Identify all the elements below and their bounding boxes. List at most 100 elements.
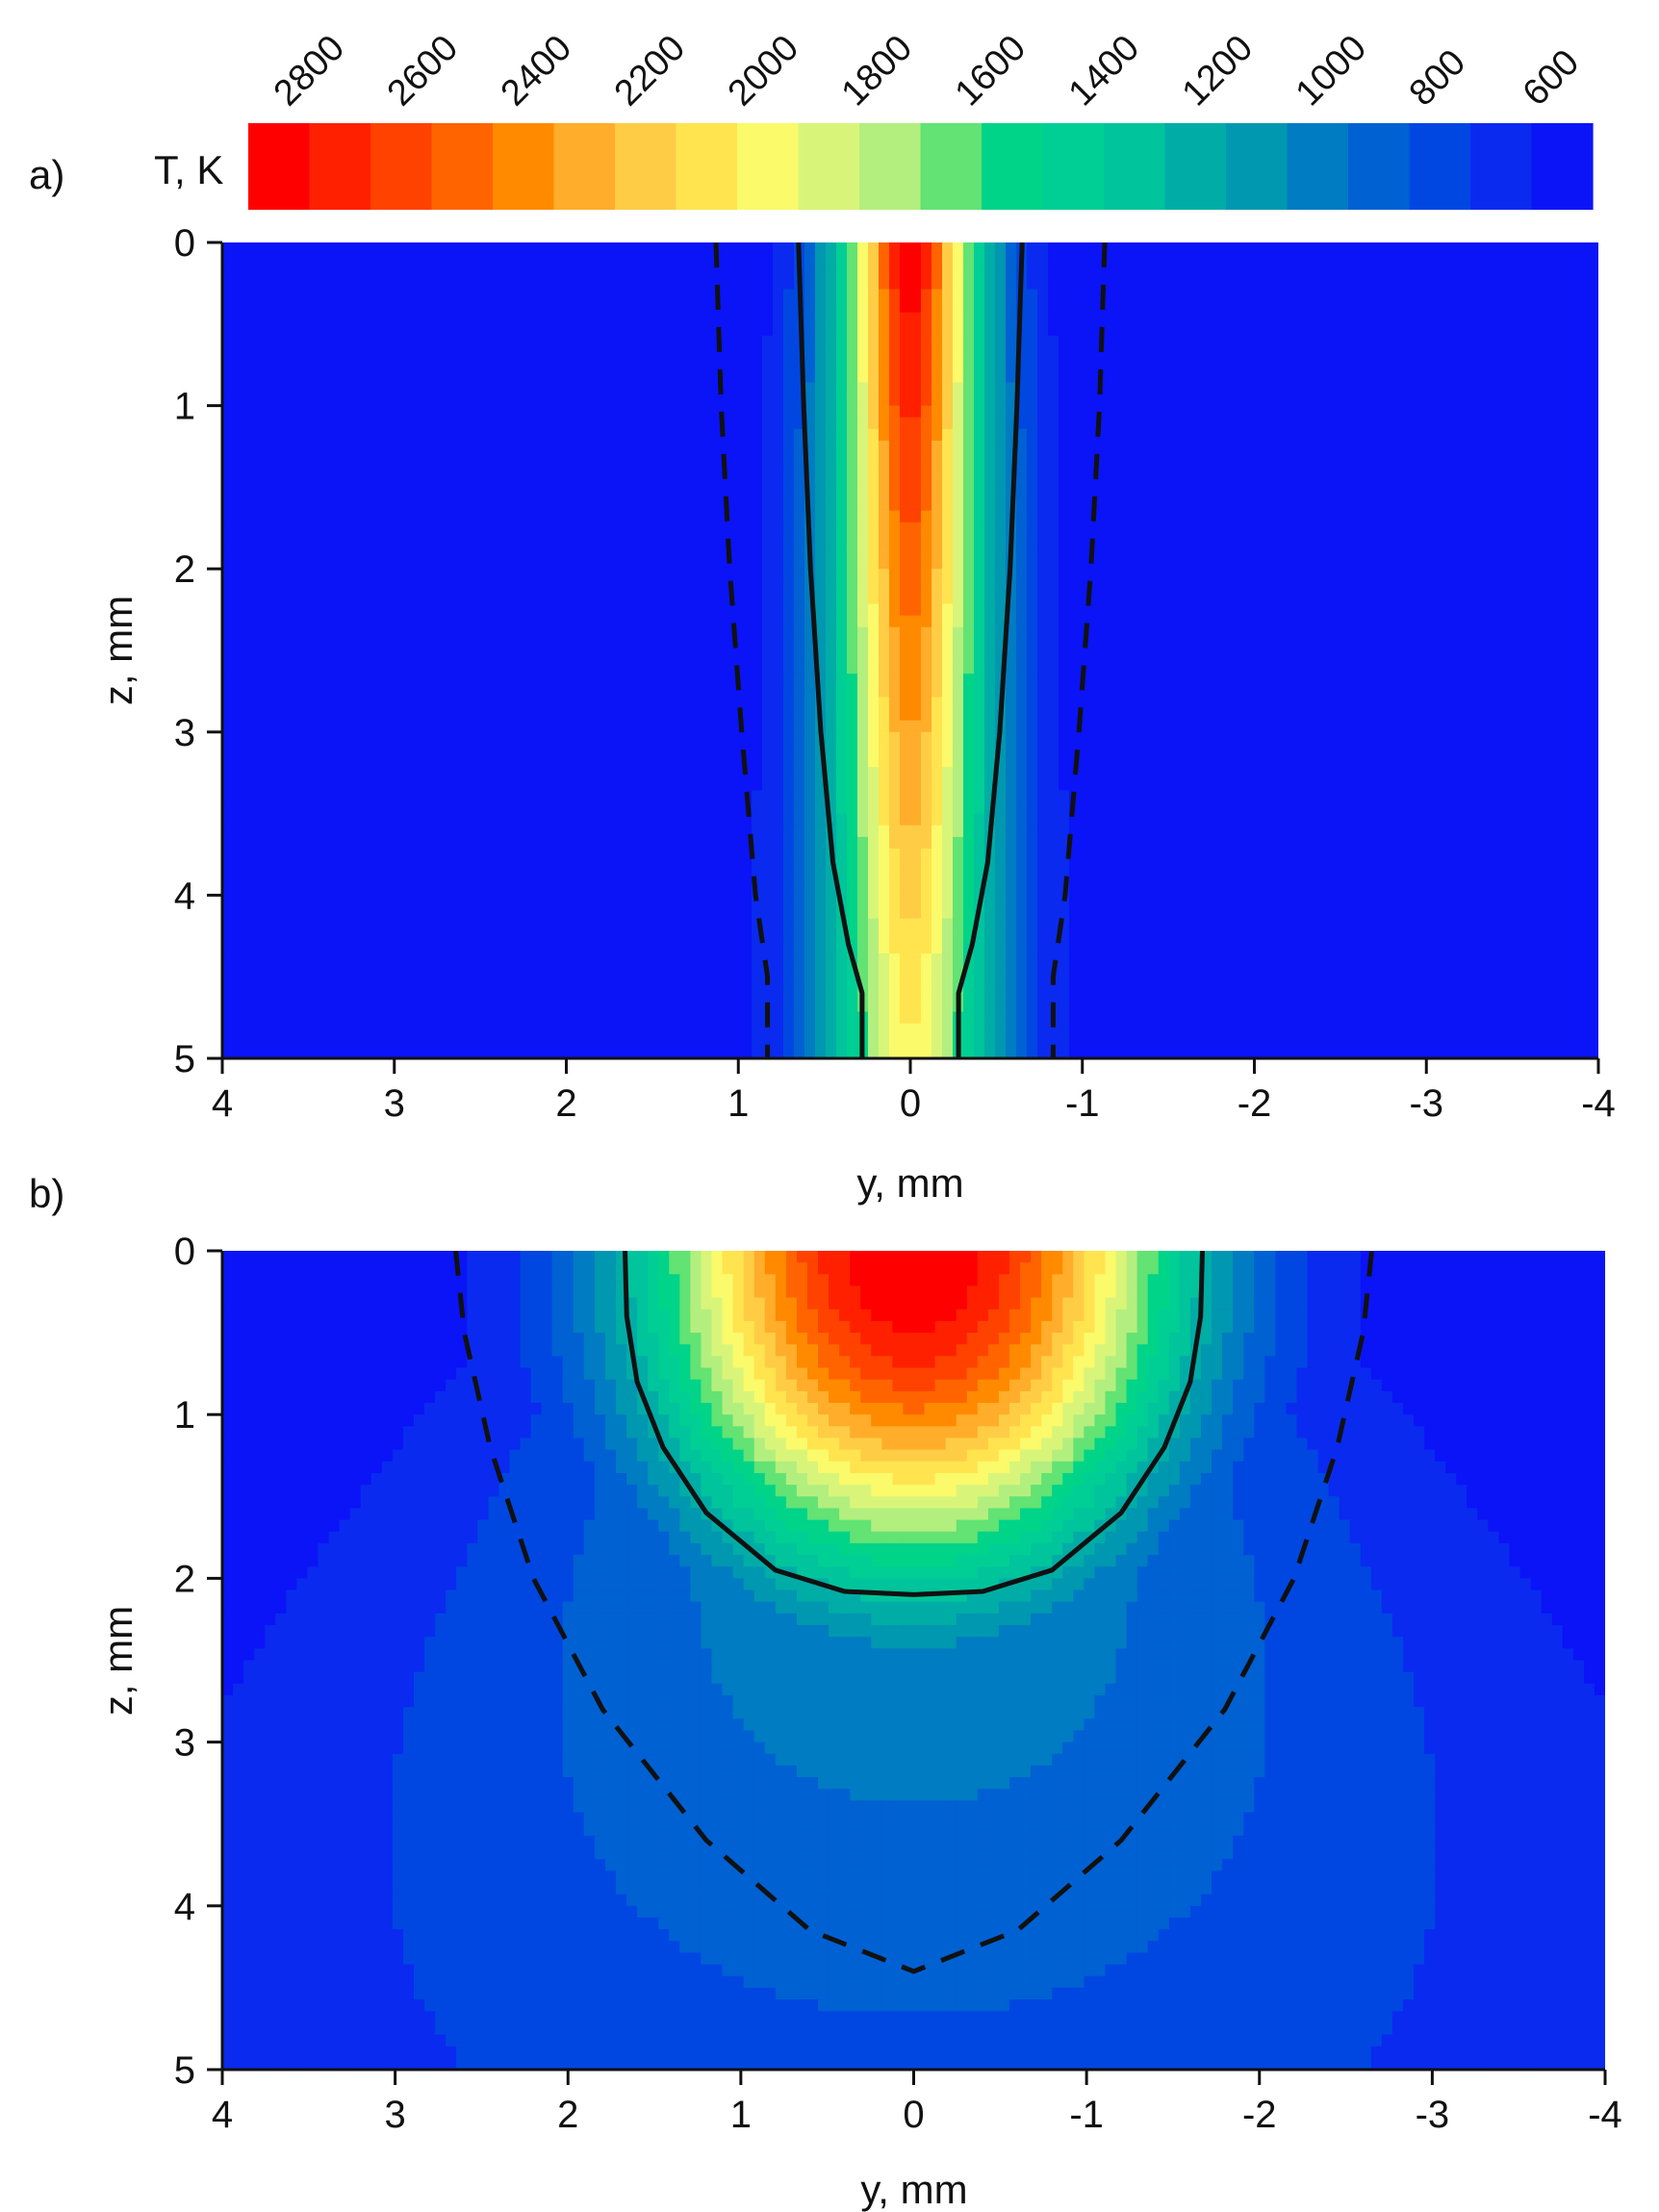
heatmap-cell (1387, 662, 1398, 674)
heatmap-cell (688, 417, 700, 430)
heatmap-cell (529, 289, 541, 302)
heatmap-cell (963, 464, 975, 476)
heatmap-cell (889, 370, 901, 384)
heatmap-cell (413, 475, 424, 489)
heatmap-cell (614, 557, 625, 570)
heatmap-cell (392, 580, 403, 594)
heatmap-cell (720, 312, 731, 325)
heatmap-cell (572, 569, 583, 582)
heatmap-cell (1217, 300, 1229, 314)
heatmap-cell (677, 545, 689, 558)
heatmap-cell (339, 359, 350, 371)
heatmap-cell (370, 277, 382, 291)
heatmap-cell (349, 277, 361, 291)
heatmap-cell (1037, 266, 1049, 279)
heatmap-cell (1016, 603, 1028, 617)
heatmap-cell (699, 521, 710, 535)
heatmap-cell (476, 300, 488, 314)
heatmap-cell (1143, 428, 1155, 442)
heatmap-cell (1376, 662, 1388, 674)
heatmap-cell (932, 382, 943, 395)
heatmap-cell (328, 626, 340, 640)
heatmap-cell (519, 521, 530, 535)
heatmap-cell (423, 498, 435, 512)
heatmap-cell (646, 626, 657, 640)
heatmap-cell (1503, 405, 1515, 419)
heatmap-cell (1175, 638, 1187, 651)
heatmap-cell (984, 615, 996, 628)
heatmap-cell (1260, 533, 1271, 547)
heatmap-cell (1556, 475, 1568, 489)
heatmap-cell (307, 335, 319, 348)
heatmap-cell (1059, 650, 1070, 663)
heatmap-cell (243, 370, 255, 384)
heatmap-cell (233, 650, 244, 663)
heatmap-cell (360, 650, 371, 663)
heatmap-cell (804, 277, 816, 291)
heatmap-cell (752, 370, 763, 384)
heatmap-cell (614, 405, 625, 419)
heatmap-cell (561, 277, 573, 291)
heatmap-cell (762, 323, 774, 337)
heatmap-cell (635, 452, 647, 465)
heatmap-cell (1186, 650, 1197, 663)
heatmap-cell (847, 498, 858, 512)
heatmap-cell (603, 487, 615, 500)
heatmap-cell (275, 464, 287, 476)
heatmap-cell (625, 312, 636, 325)
heatmap-cell (1302, 545, 1314, 558)
heatmap-cell (900, 382, 911, 395)
heatmap-cell (677, 580, 689, 594)
heatmap-cell (1270, 650, 1282, 663)
heatmap-cell (370, 417, 382, 430)
heatmap-cell (339, 662, 350, 674)
heatmap-cell (1471, 452, 1483, 465)
heatmap-cell (921, 277, 932, 291)
heatmap-cell (243, 394, 255, 407)
heatmap-cell (1238, 615, 1250, 628)
heatmap-cell (1334, 638, 1345, 651)
heatmap-cell (307, 312, 319, 325)
heatmap-cell (1154, 498, 1165, 512)
heatmap-cell (1429, 626, 1441, 640)
heatmap-cell (752, 510, 763, 523)
heatmap-cell (826, 650, 837, 663)
heatmap-cell (1281, 335, 1292, 348)
heatmap-cell (699, 580, 710, 594)
heatmap-cell (498, 662, 509, 674)
heatmap-cell (593, 394, 604, 407)
heatmap-cell (783, 335, 795, 348)
heatmap-cell (963, 254, 975, 267)
heatmap-cell (847, 533, 858, 547)
heatmap-cell (593, 662, 604, 674)
heatmap-cell (381, 405, 393, 419)
heatmap-cell (1186, 638, 1197, 651)
heatmap-cell (1482, 674, 1493, 687)
heatmap-cell (656, 417, 668, 430)
heatmap-cell (1238, 347, 1250, 360)
heatmap-cell (752, 615, 763, 628)
heatmap-cell (773, 382, 784, 395)
heatmap-cell (339, 521, 350, 535)
heatmap-cell (413, 394, 424, 407)
heatmap-cell (233, 382, 244, 395)
heatmap-cell (804, 394, 816, 407)
heatmap-cell (741, 510, 753, 523)
heatmap-cell (625, 440, 636, 453)
heatmap-cell (1016, 592, 1028, 605)
heatmap-cell (540, 626, 551, 640)
heatmap-cell (857, 428, 869, 442)
heatmap-cell (265, 521, 276, 535)
heatmap-cell (1291, 405, 1303, 419)
heatmap-cell (381, 382, 393, 395)
heatmap-cell (1175, 545, 1187, 558)
heatmap-cell (730, 557, 742, 570)
heatmap-cell (1196, 254, 1208, 267)
heatmap-cell (1344, 510, 1356, 523)
heatmap-cell (1418, 650, 1430, 663)
heatmap-cell (741, 580, 753, 594)
heatmap-cell (222, 359, 234, 371)
heatmap-cell (1133, 615, 1144, 628)
heatmap-cell (1196, 405, 1208, 419)
heatmap-cell (1281, 674, 1292, 687)
